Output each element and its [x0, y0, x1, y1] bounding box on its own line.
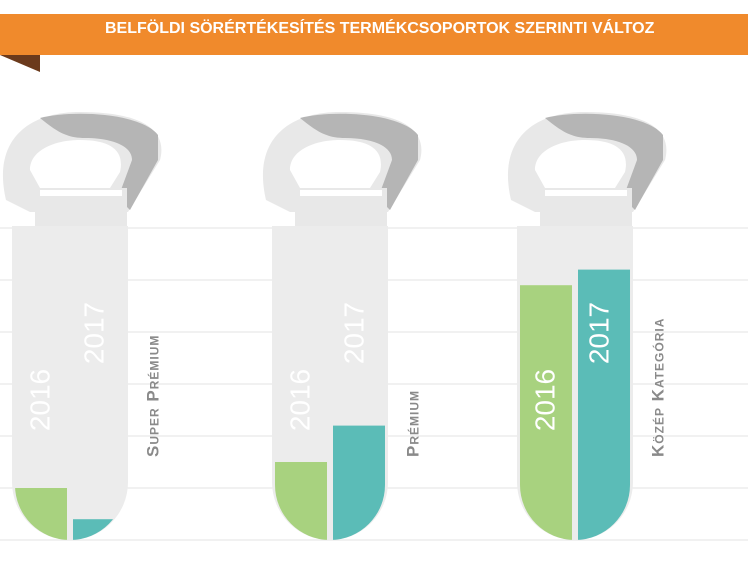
opener-lever — [545, 113, 663, 210]
opener: 2016 2017 Super Prémium — [2, 112, 162, 540]
bar — [333, 425, 385, 540]
bar — [73, 519, 125, 540]
opener: 2016 2017 Prémium — [262, 112, 422, 540]
bar-group — [15, 488, 125, 540]
legend-label: 2016 — [284, 369, 315, 431]
x-tick-label: Prémium — [403, 390, 422, 457]
chart-title: BELFÖLDI SÖRÉRTÉKESÍTÉS TERMÉKCSOPORTOK … — [105, 18, 655, 37]
legend-label: 2017 — [338, 302, 369, 364]
legend-label: 2016 — [24, 369, 55, 431]
opener-slot — [300, 190, 382, 196]
legend-label: 2017 — [583, 302, 614, 364]
bar — [275, 462, 327, 540]
opener: 2016 2017 Közép Kategória — [507, 112, 667, 540]
opener-slot — [40, 190, 122, 196]
opener-body — [12, 226, 128, 540]
opener-lever — [40, 113, 158, 210]
bar-group — [520, 269, 630, 540]
opener-lever — [300, 113, 418, 210]
legend-label: 2017 — [78, 302, 109, 364]
title-banner — [0, 14, 748, 55]
opener-slot — [545, 190, 627, 196]
banner-fold — [0, 55, 40, 72]
bar — [520, 285, 572, 540]
bar — [15, 488, 67, 540]
x-tick-label: Super Prémium — [143, 335, 162, 457]
bar — [578, 269, 630, 540]
legend-label: 2016 — [529, 369, 560, 431]
x-tick-label: Közép Kategória — [648, 318, 667, 457]
